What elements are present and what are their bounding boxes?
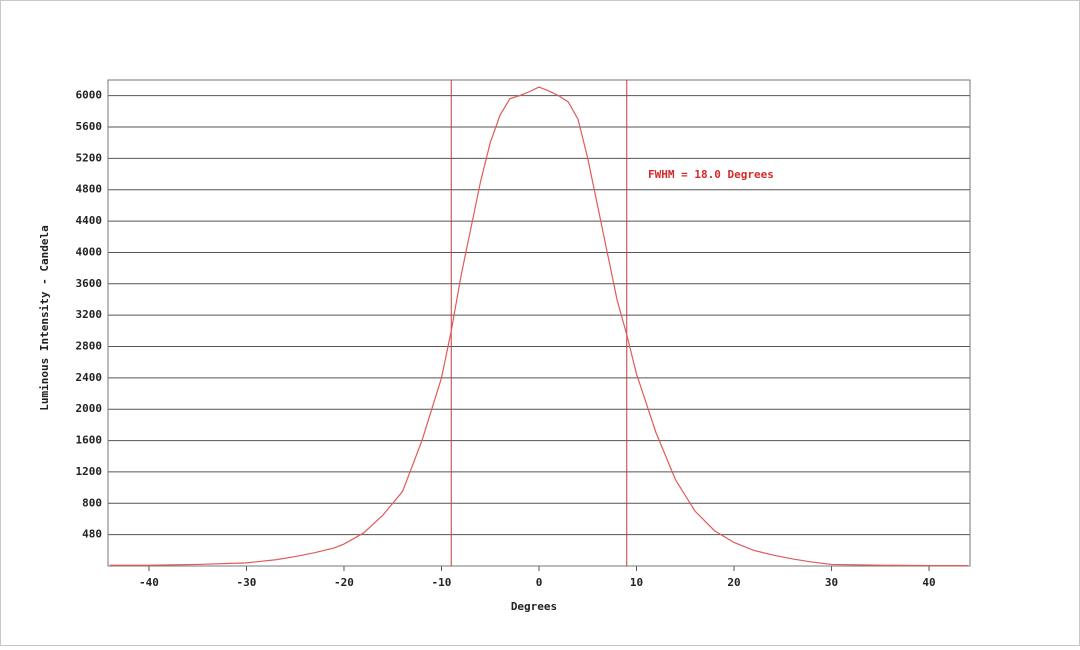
x-tick-label: -10 [432, 576, 452, 589]
x-tick-label: 0 [536, 576, 543, 589]
y-tick-label: 4800 [76, 183, 103, 196]
x-tick-label: 30 [825, 576, 838, 589]
y-tick-label: 3200 [76, 308, 103, 321]
y-tick-label: 1200 [76, 465, 103, 478]
y-tick-label: 1600 [76, 434, 103, 447]
y-tick-label: 6000 [76, 89, 103, 102]
y-tick-label: 4000 [76, 245, 103, 258]
y-tick-label: 2400 [76, 371, 103, 384]
y-tick-label: 2000 [76, 402, 103, 415]
annotation: FWHM = 18.0 Degrees [648, 168, 774, 181]
y-tick-label: 480 [82, 528, 102, 541]
x-tick-label: -40 [139, 576, 159, 589]
x-tick-label: -20 [334, 576, 354, 589]
y-tick-label: 5600 [76, 120, 103, 133]
plot-border [107, 79, 971, 567]
x-tick-label: 20 [727, 576, 740, 589]
x-tick-label: 10 [630, 576, 643, 589]
y-tick-label: 2800 [76, 340, 103, 353]
data-line [109, 86, 969, 567]
y-tick-label: 800 [82, 496, 102, 509]
y-tick-label: 5200 [76, 151, 103, 164]
y-tick-label: 3600 [76, 277, 103, 290]
y-axis-label: Luminous Intensity - Candela [38, 225, 51, 410]
x-tick-label: -30 [237, 576, 257, 589]
x-tick-label: 40 [922, 576, 935, 589]
y-tick-label: 4400 [76, 214, 103, 227]
x-axis-label: Degrees [511, 600, 557, 613]
